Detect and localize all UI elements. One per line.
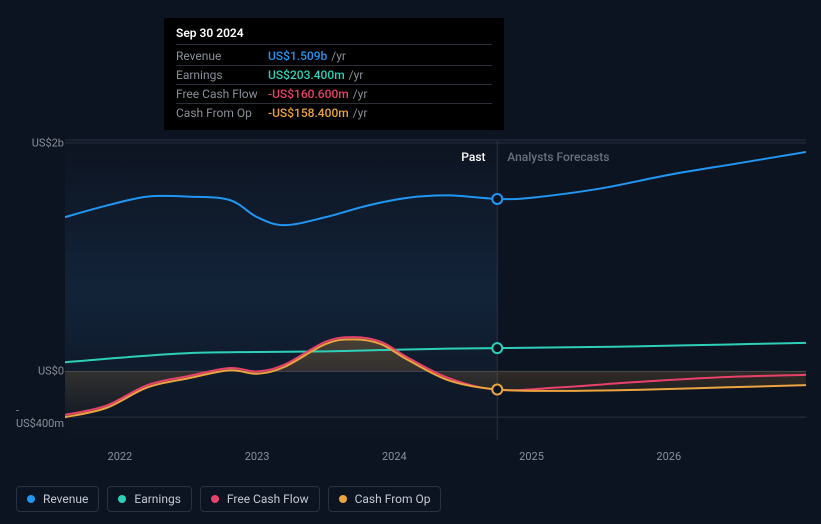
legend-label: Cash From Op — [355, 492, 431, 506]
tooltip-row: RevenueUS$1.509b/yr — [176, 47, 492, 66]
tooltip-metric-value: -US$158.400m — [268, 106, 349, 120]
series-marker-cash-from-op — [492, 385, 502, 395]
legend-swatch — [27, 495, 35, 503]
tooltip-metric-value: -US$160.600m — [268, 87, 349, 101]
tooltip-metric-unit: /yr — [349, 68, 364, 82]
legend-item-cash-from-op[interactable]: Cash From Op — [328, 486, 442, 512]
y-axis-tick-label: US$2b — [32, 136, 64, 149]
legend-label: Free Cash Flow — [227, 492, 309, 506]
tooltip-metric-label: Free Cash Flow — [176, 87, 268, 101]
tooltip-metric-unit: /yr — [353, 106, 368, 120]
tooltip-metric-label: Cash From Op — [176, 106, 268, 120]
legend-swatch — [118, 495, 126, 503]
past-section-label: Past — [461, 150, 485, 164]
tooltip-metric-label: Earnings — [176, 68, 268, 82]
y-axis-labels: US$2b US$0 -US$400m — [16, 120, 64, 470]
x-axis-tick-label: 2026 — [656, 450, 681, 463]
tooltip-metric-unit: /yr — [331, 49, 346, 63]
tooltip-metric-value: US$203.400m — [268, 68, 345, 82]
legend-label: Earnings — [134, 492, 181, 506]
x-axis-tick-label: 2023 — [245, 450, 270, 463]
legend-label: Revenue — [43, 492, 88, 506]
x-axis-tick-label: 2025 — [519, 450, 544, 463]
tooltip-metric-label: Revenue — [176, 49, 268, 63]
chart-legend: Revenue Earnings Free Cash Flow Cash From O… — [16, 486, 441, 512]
legend-swatch — [211, 495, 219, 503]
forecast-section-label: Analysts Forecasts — [507, 150, 609, 164]
y-axis-tick-label: -US$400m — [16, 404, 64, 430]
x-axis-labels: 2022 2023 2024 2025 2026 — [65, 450, 806, 470]
legend-swatch — [339, 495, 347, 503]
chart-plot-area[interactable]: Past Analysts Forecasts — [65, 120, 806, 440]
y-axis-tick-label: US$0 — [38, 365, 64, 378]
tooltip-metric-unit: /yr — [353, 87, 368, 101]
x-axis-tick-label: 2024 — [382, 450, 407, 463]
x-axis-tick-label: 2022 — [108, 450, 133, 463]
chart-tooltip: Sep 30 2024 RevenueUS$1.509b/yrEarningsU… — [164, 18, 504, 130]
financials-chart: US$2b US$0 -US$400m Past Analysts Forecast… — [16, 120, 806, 470]
tooltip-row: Cash From Op-US$158.400m/yr — [176, 104, 492, 122]
legend-item-free-cash-flow[interactable]: Free Cash Flow — [200, 486, 320, 512]
tooltip-date: Sep 30 2024 — [176, 26, 492, 45]
tooltip-metric-value: US$1.509b — [268, 49, 327, 63]
legend-item-revenue[interactable]: Revenue — [16, 486, 99, 512]
series-marker-earnings — [492, 343, 502, 353]
legend-item-earnings[interactable]: Earnings — [107, 486, 192, 512]
tooltip-row: EarningsUS$203.400m/yr — [176, 66, 492, 85]
series-marker-revenue — [492, 194, 502, 204]
tooltip-row: Free Cash Flow-US$160.600m/yr — [176, 85, 492, 104]
